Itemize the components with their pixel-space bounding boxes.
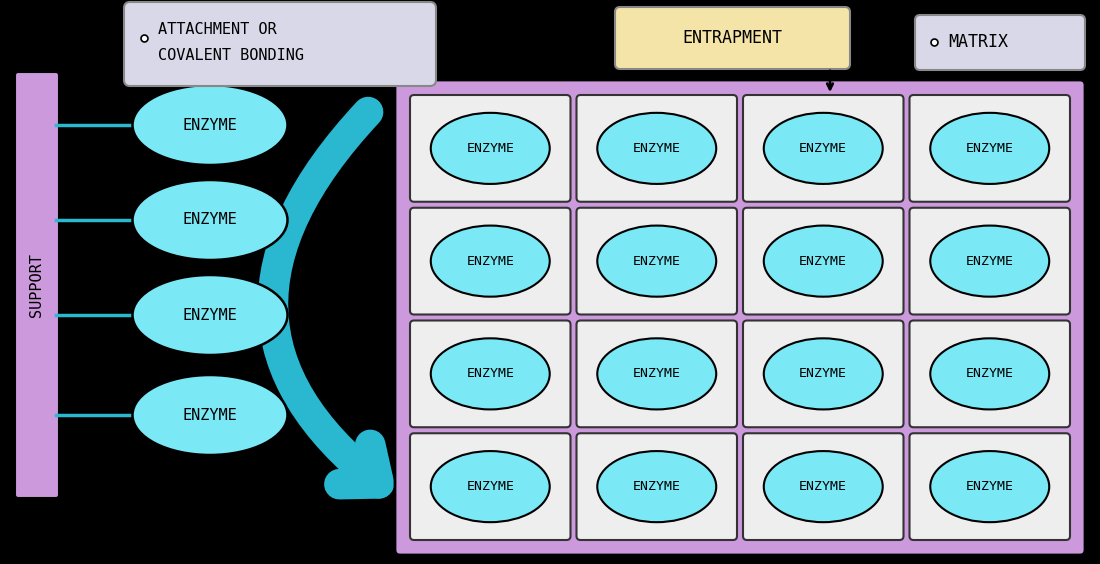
- Text: ENZYME: ENZYME: [800, 254, 847, 268]
- Text: ENZYME: ENZYME: [632, 142, 681, 155]
- Ellipse shape: [931, 113, 1049, 184]
- FancyBboxPatch shape: [742, 95, 903, 202]
- Text: ENZYME: ENZYME: [966, 142, 1014, 155]
- FancyBboxPatch shape: [410, 95, 571, 202]
- FancyBboxPatch shape: [15, 72, 59, 498]
- Text: SUPPORT: SUPPORT: [30, 253, 44, 317]
- Ellipse shape: [597, 113, 716, 184]
- Text: ENZYME: ENZYME: [632, 480, 681, 493]
- FancyBboxPatch shape: [410, 320, 571, 428]
- Ellipse shape: [132, 275, 287, 355]
- FancyBboxPatch shape: [742, 208, 903, 315]
- Ellipse shape: [763, 226, 882, 297]
- Text: ENZYME: ENZYME: [632, 254, 681, 268]
- Text: ENZYME: ENZYME: [183, 408, 238, 422]
- FancyBboxPatch shape: [410, 208, 571, 315]
- Text: COVALENT BONDING: COVALENT BONDING: [158, 49, 304, 64]
- Text: ENZYME: ENZYME: [632, 367, 681, 380]
- FancyBboxPatch shape: [395, 80, 1085, 555]
- FancyBboxPatch shape: [910, 433, 1070, 540]
- Text: ENZYME: ENZYME: [466, 367, 515, 380]
- Ellipse shape: [431, 338, 550, 409]
- Ellipse shape: [931, 338, 1049, 409]
- Text: ENZYME: ENZYME: [800, 142, 847, 155]
- FancyBboxPatch shape: [915, 15, 1085, 70]
- FancyBboxPatch shape: [910, 95, 1070, 202]
- Text: ENTRAPMENT: ENTRAPMENT: [682, 29, 782, 47]
- Text: ENZYME: ENZYME: [966, 480, 1014, 493]
- Ellipse shape: [431, 451, 550, 522]
- Ellipse shape: [763, 113, 882, 184]
- Ellipse shape: [132, 375, 287, 455]
- Ellipse shape: [763, 451, 882, 522]
- Text: ENZYME: ENZYME: [800, 367, 847, 380]
- Text: ENZYME: ENZYME: [183, 213, 238, 227]
- FancyBboxPatch shape: [910, 208, 1070, 315]
- FancyArrowPatch shape: [273, 112, 378, 484]
- FancyBboxPatch shape: [576, 433, 737, 540]
- Ellipse shape: [597, 451, 716, 522]
- Text: ENZYME: ENZYME: [183, 307, 238, 323]
- Text: MATRIX: MATRIX: [948, 33, 1008, 51]
- Ellipse shape: [931, 451, 1049, 522]
- Text: ENZYME: ENZYME: [466, 254, 515, 268]
- Ellipse shape: [931, 226, 1049, 297]
- FancyBboxPatch shape: [124, 2, 436, 86]
- Ellipse shape: [597, 226, 716, 297]
- FancyBboxPatch shape: [576, 320, 737, 428]
- FancyBboxPatch shape: [615, 7, 850, 69]
- Ellipse shape: [431, 113, 550, 184]
- Ellipse shape: [597, 338, 716, 409]
- Text: ENZYME: ENZYME: [966, 254, 1014, 268]
- Text: ENZYME: ENZYME: [466, 480, 515, 493]
- FancyBboxPatch shape: [910, 320, 1070, 428]
- Ellipse shape: [763, 338, 882, 409]
- FancyBboxPatch shape: [576, 95, 737, 202]
- Text: ENZYME: ENZYME: [183, 117, 238, 133]
- Text: ENZYME: ENZYME: [800, 480, 847, 493]
- Text: ENZYME: ENZYME: [466, 142, 515, 155]
- Ellipse shape: [132, 85, 287, 165]
- Ellipse shape: [431, 226, 550, 297]
- FancyBboxPatch shape: [410, 433, 571, 540]
- Text: ATTACHMENT OR: ATTACHMENT OR: [158, 23, 276, 37]
- Ellipse shape: [132, 180, 287, 260]
- FancyBboxPatch shape: [742, 320, 903, 428]
- Text: ENZYME: ENZYME: [966, 367, 1014, 380]
- FancyBboxPatch shape: [576, 208, 737, 315]
- FancyBboxPatch shape: [742, 433, 903, 540]
